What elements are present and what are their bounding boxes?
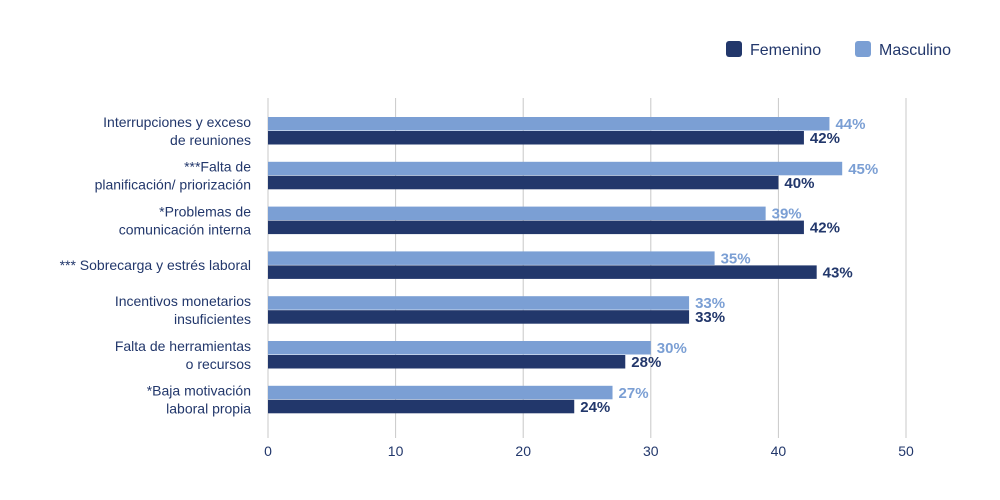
x-tick-label: 30	[643, 443, 659, 459]
data-label-femenino: 28%	[631, 354, 661, 371]
bars	[268, 117, 843, 414]
x-tick-label: 40	[771, 443, 787, 459]
category-label: ***Falta de	[184, 159, 251, 175]
legend: Femenino Masculino	[726, 41, 951, 59]
data-label-masculino: 44%	[835, 116, 865, 133]
data-label-femenino: 42%	[810, 130, 840, 147]
value-labels: 44%42%45%40%39%42%35%43%33%33%30%28%27%2…	[580, 116, 878, 416]
category-labels: Interrupciones y exceso de reuniones ***Fa…	[60, 114, 252, 417]
legend-label-masculino: Masculino	[879, 42, 951, 59]
legend-swatch-masculino	[855, 41, 871, 57]
bar-femenino	[268, 355, 626, 369]
x-tick-label: 50	[898, 443, 914, 459]
x-tick-label: 10	[388, 443, 404, 459]
category-label: Falta de herramientas	[115, 338, 251, 354]
bar-masculino	[268, 251, 715, 265]
data-label-masculino: 33%	[695, 295, 725, 312]
category-label: de reuniones	[170, 132, 251, 148]
x-tick-label: 0	[264, 443, 272, 459]
bar-masculino	[268, 385, 613, 400]
category-label: o recursos	[186, 356, 251, 372]
bar-femenino	[268, 310, 690, 324]
category-label: *** Sobrecarga y estrés laboral	[60, 257, 251, 273]
bar-femenino	[268, 265, 817, 279]
data-label-femenino: 33%	[695, 309, 725, 326]
category-label: comunicación interna	[119, 221, 252, 237]
x-tick-label: 20	[515, 443, 531, 459]
bar-femenino	[268, 399, 575, 414]
category-label: insuficientes	[174, 311, 251, 327]
data-label-femenino: 43%	[823, 264, 853, 281]
data-label-femenino: 24%	[580, 399, 610, 416]
data-label-masculino: 30%	[657, 340, 687, 357]
data-label-masculino: 45%	[848, 161, 878, 178]
legend-label-femenino: Femenino	[750, 42, 821, 59]
bar-masculino	[268, 341, 651, 355]
data-label-femenino: 42%	[810, 220, 840, 237]
bar-femenino	[268, 175, 779, 190]
category-label: Interrupciones y exceso	[103, 114, 251, 130]
bar-masculino	[268, 117, 830, 131]
category-label: laboral propia	[166, 401, 251, 417]
category-label: Incentivos monetarios	[115, 293, 251, 309]
bar-femenino	[268, 220, 804, 235]
category-label: *Baja motivación	[147, 383, 251, 399]
x-axis-ticks: 0 10 20 30 40 50	[264, 443, 914, 459]
data-label-femenino: 40%	[784, 175, 814, 192]
bar-masculino	[268, 161, 843, 176]
bar-masculino	[268, 206, 766, 221]
data-label-masculino: 39%	[772, 206, 802, 223]
data-label-masculino: 35%	[721, 250, 751, 267]
category-label: planificación/ priorización	[95, 177, 251, 193]
category-label: *Problemas de	[159, 203, 251, 219]
bar-masculino	[268, 296, 690, 310]
legend-swatch-femenino	[726, 41, 742, 57]
bar-femenino	[268, 131, 804, 145]
data-label-masculino: 27%	[619, 385, 649, 402]
